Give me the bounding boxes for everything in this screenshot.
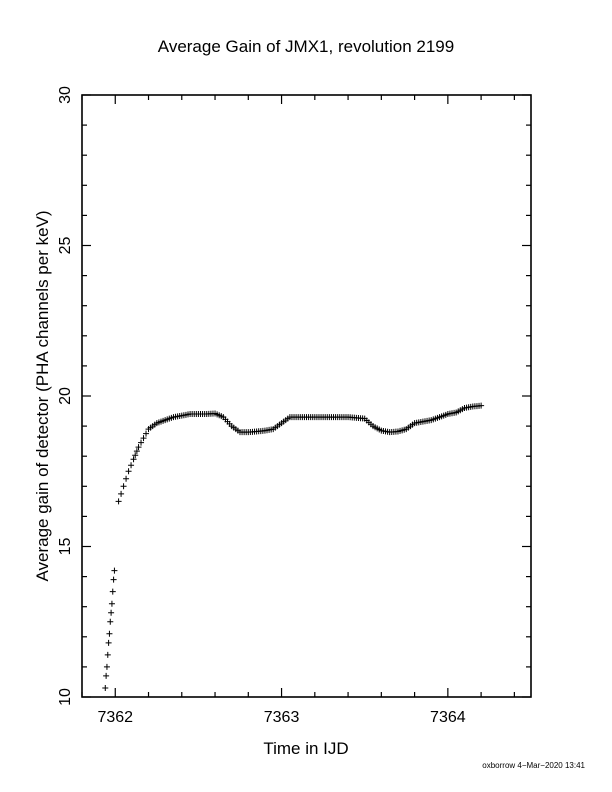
x-tick-label: 7364 bbox=[430, 709, 466, 726]
data-point bbox=[103, 663, 110, 670]
chart-title: Average Gain of JMX1, revolution 2199 bbox=[158, 37, 454, 56]
data-point bbox=[109, 588, 116, 595]
y-axis-ticks: 10 15 20 25 30 bbox=[57, 86, 531, 706]
footer-stamp: oxborrow 4−Mar−2020 13:41 bbox=[482, 761, 585, 770]
data-point bbox=[107, 618, 114, 625]
data-point bbox=[115, 498, 122, 505]
data-point bbox=[140, 435, 147, 442]
data-point bbox=[143, 430, 150, 437]
data-point bbox=[111, 567, 118, 574]
y-tick-label: 30 bbox=[57, 86, 74, 104]
y-tick-label: 10 bbox=[57, 688, 74, 706]
data-point bbox=[106, 630, 113, 637]
x-axis-ticks: 7362 7363 7364 bbox=[81, 95, 515, 726]
plot-frame bbox=[81, 94, 532, 698]
x-axis-label: Time in IJD bbox=[263, 739, 348, 758]
y-tick-label: 25 bbox=[57, 237, 74, 255]
data-point bbox=[135, 444, 142, 451]
data-point bbox=[125, 468, 132, 475]
y-axis-label: Average gain of detector (PHA channels p… bbox=[33, 210, 52, 581]
x-tick-label: 7363 bbox=[264, 709, 300, 726]
data-point bbox=[105, 639, 112, 646]
data-point bbox=[118, 490, 125, 497]
y-tick-label: 20 bbox=[57, 387, 74, 405]
data-point bbox=[102, 684, 109, 691]
data-point bbox=[133, 448, 140, 455]
data-point bbox=[104, 651, 111, 658]
y-tick-label: 15 bbox=[57, 538, 74, 556]
data-point bbox=[478, 402, 485, 409]
x-tick-label: 7362 bbox=[97, 709, 133, 726]
data-point bbox=[138, 439, 145, 446]
data-points bbox=[102, 402, 485, 691]
data-point bbox=[132, 452, 139, 459]
data-point bbox=[108, 600, 115, 607]
data-point bbox=[108, 609, 115, 616]
data-point bbox=[130, 456, 137, 463]
data-point bbox=[110, 576, 117, 583]
data-point bbox=[123, 475, 130, 482]
data-point bbox=[128, 462, 135, 469]
data-point bbox=[120, 483, 127, 490]
data-point bbox=[103, 672, 110, 679]
